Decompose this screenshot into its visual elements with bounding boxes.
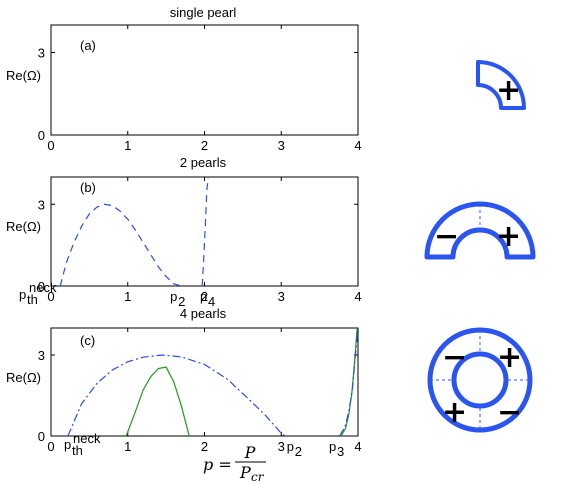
x-tick-label: 1 [124, 289, 131, 304]
series-line-1 [201, 177, 209, 286]
panel-a-axes: 0 1 2 3 4 0 3 [38, 24, 362, 153]
xlabel-den: P [239, 463, 251, 482]
plus-sign-icon: + [497, 340, 522, 375]
panel-c-neck-label: p th neck [64, 431, 101, 458]
x-tick-label: 0 [47, 439, 54, 454]
y-tick-label: 3 [38, 197, 45, 212]
y-tick-label: 0 [38, 128, 45, 143]
plot-frame [50, 24, 359, 136]
panel-c-title: 4 pearls [180, 306, 227, 321]
x-tick-label: 3 [278, 138, 285, 153]
minus-sign-icon: − [497, 395, 522, 430]
x-tick-label: 4 [354, 289, 361, 304]
y-tick-label: 3 [38, 348, 45, 363]
series-line-3 [339, 328, 358, 436]
x-tick-label: 3 [278, 439, 285, 454]
marker-label-sub: 2 [295, 444, 302, 459]
plot-frame [50, 327, 359, 437]
marker-label-p2: p [170, 289, 177, 304]
quarter-annulus-icon [476, 60, 526, 110]
x-tick-label: 4 [354, 138, 361, 153]
panel-b-label: (b) [80, 180, 96, 195]
neck-label-sub-b: th [27, 292, 38, 307]
panel-a-title: single pearl [170, 5, 237, 20]
minus-sign-icon: − [442, 340, 467, 375]
panel-c-label: (c) [80, 333, 95, 348]
marker-label-p3: p [329, 439, 336, 454]
neck-label-base-b: p [19, 287, 26, 302]
xlabel-num: P [244, 443, 256, 462]
x-tick-label: 2 [201, 439, 208, 454]
xlabel-den-sub: cr [251, 470, 265, 484]
panel-a-ylabel: Re(Ω) [6, 68, 41, 83]
neck-label-sub-c: th [72, 443, 83, 458]
marker-label-sub: 4 [208, 294, 215, 309]
marker-label-p4: p [200, 289, 207, 304]
neck-label-base-c: p [64, 437, 71, 452]
x-tick-label: 2 [201, 289, 208, 304]
four-pearl-shape: − + + − [427, 327, 533, 433]
neck-label-sup-c: neck [73, 431, 101, 446]
plus-sign-icon: + [496, 73, 521, 108]
marker-label-sub: 3 [337, 444, 344, 459]
series-line-0 [59, 203, 182, 286]
minus-sign-icon: − [434, 219, 459, 254]
x-tick-label: 3 [278, 289, 285, 304]
panel-a-label: (a) [80, 38, 96, 53]
x-tick-label: 1 [124, 138, 131, 153]
single-pearl-shape: + [476, 60, 526, 110]
x-tick-label: 4 [354, 439, 361, 454]
series-line-0 [67, 354, 286, 436]
panel-c-ylabel: Re(Ω) [6, 370, 41, 385]
panel-b-neck-label: p th neck [19, 280, 57, 307]
x-tick-label: 2 [201, 138, 208, 153]
x-tick-label: 0 [47, 138, 54, 153]
series-line-2 [340, 328, 358, 436]
plus-sign-icon: + [442, 395, 467, 430]
xlabel-lhs: p = [203, 455, 232, 474]
series-line-1 [125, 366, 190, 436]
two-pearl-shape: − + [424, 201, 536, 260]
inner-ring-icon [451, 351, 509, 409]
marker-label-sub: 2 [178, 294, 185, 309]
x-tick-label: 0 [47, 289, 54, 304]
panel-b-title: 2 pearls [180, 155, 227, 170]
plus-sign-icon: + [496, 219, 521, 254]
y-tick-label: 0 [38, 279, 45, 294]
y-tick-label: 0 [38, 429, 45, 444]
marker-label-p2: p [287, 439, 294, 454]
x-axis-label: p = P P cr [203, 443, 266, 484]
half-annulus-icon [424, 201, 536, 260]
panel-b-ylabel: Re(Ω) [6, 219, 41, 234]
neck-label-sup-b: neck [29, 280, 57, 295]
y-tick-label: 3 [38, 46, 45, 61]
x-tick-label: 1 [124, 439, 131, 454]
